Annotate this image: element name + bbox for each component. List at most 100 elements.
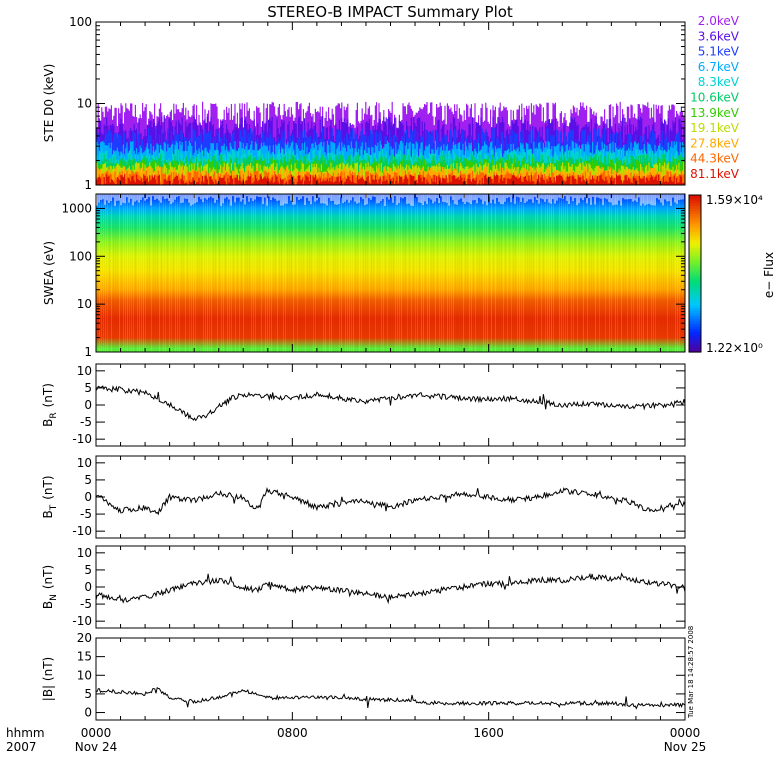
swea-time-column: [629, 194, 630, 352]
swea-time-column: [275, 194, 276, 352]
swea-time-column: [427, 194, 428, 352]
swea-time-column: [325, 194, 326, 352]
swea-time-column: [673, 194, 674, 352]
colorbar-segment: [689, 249, 701, 254]
swea-panel: 1 10 100 1000 SWEA (eV) 1.59×10⁴ 1.22×10⁰ e…: [42, 193, 776, 359]
swea-ytick-label: 1: [84, 345, 92, 359]
swea-time-column: [421, 194, 422, 352]
colorbar-segment: [689, 205, 701, 209]
bt-panel: -10 -5 0 5 10 BT(nT): [41, 455, 686, 539]
bn-y-ticks: -10 -5 0 5 10: [72, 546, 685, 628]
swea-time-column: [483, 194, 484, 352]
swea-time-column: [523, 194, 524, 352]
bt-trace: [95, 487, 686, 516]
bn-line: [95, 572, 686, 605]
swea-time-column: [485, 194, 486, 352]
colorbar-segment: [689, 247, 701, 251]
swea-time-column: [381, 194, 382, 352]
swea-time-column: [113, 194, 114, 352]
swea-time-column: [587, 194, 588, 352]
bmag-panel: 0 5 10 15 20 |B| (nT) Tue Mar 18 14:28:57 20…: [41, 626, 695, 721]
colorbar-segment: [689, 234, 701, 238]
swea-time-column: [669, 194, 670, 352]
swea-time-column: [257, 194, 258, 352]
bn-panel: -10 -5 0 5 10 BN(nT): [41, 545, 686, 629]
swea-time-column: [645, 194, 646, 352]
swea-time-column: [539, 194, 540, 352]
swea-ytick-label: 1000: [61, 201, 92, 215]
swea-time-column: [563, 194, 564, 352]
legend-entry-13.9keV: 13.9keV: [690, 106, 740, 120]
colorbar-segment: [689, 291, 701, 296]
swea-time-column: [481, 194, 482, 352]
swea-time-column: [639, 194, 640, 352]
swea-time-column: [439, 194, 440, 352]
swea-time-column: [343, 194, 344, 352]
colorbar-segment: [689, 265, 701, 269]
swea-time-column: [431, 194, 432, 352]
swea-time-column: [463, 194, 464, 352]
swea-time-column: [649, 194, 650, 352]
swea-time-column: [235, 194, 236, 352]
swea-time-column: [147, 194, 148, 352]
swea-time-column: [407, 194, 408, 352]
bmag-trace: [95, 686, 686, 710]
swea-time-column: [253, 194, 254, 352]
swea-time-column: [125, 194, 126, 352]
swea-time-column: [675, 194, 676, 352]
br-panel: -10 -5 0 5 10 BR(nT): [41, 363, 686, 447]
swea-time-column: [97, 194, 98, 352]
colorbar-segment: [689, 289, 701, 293]
swea-time-column: [449, 194, 450, 352]
swea-time-column: [265, 194, 266, 352]
swea-time-column: [243, 194, 244, 352]
swea-ytick-label: 10: [77, 297, 92, 311]
swea-time-column: [127, 194, 128, 352]
colorbar-segment: [689, 231, 701, 235]
swea-time-column: [443, 194, 444, 352]
colorbar-segment: [689, 208, 701, 212]
swea-time-column: [355, 194, 356, 352]
swea-time-column: [315, 194, 316, 352]
colorbar-segment: [689, 315, 701, 319]
colorbar-segment: [689, 252, 701, 256]
swea-time-column: [309, 194, 310, 352]
colorbar-segment: [689, 325, 701, 330]
colorbar-segment: [689, 218, 701, 222]
swea-time-column: [263, 194, 264, 352]
bt-ytick-label: 5: [84, 473, 92, 487]
colorbar-segment: [689, 344, 701, 348]
swea-time-column: [571, 194, 572, 352]
swea-time-column: [567, 194, 568, 352]
swea-time-column: [163, 194, 164, 352]
swea-time-column: [357, 194, 358, 352]
swea-time-column: [505, 194, 506, 352]
swea-time-column: [367, 194, 368, 352]
xaxis-row1-label: hhmm: [6, 726, 45, 740]
swea-time-column: [601, 194, 602, 352]
swea-time-column: [545, 194, 546, 352]
swea-time-column: [425, 194, 426, 352]
bn-frame: [95, 545, 686, 629]
swea-time-column: [613, 194, 614, 352]
ste-ytick-label: 100: [69, 15, 92, 29]
swea-time-column: [487, 194, 488, 352]
swea-time-column: [475, 194, 476, 352]
swea-time-column: [441, 194, 442, 352]
swea-time-column: [205, 194, 206, 352]
swea-time-column: [207, 194, 208, 352]
swea-time-column: [583, 194, 584, 352]
swea-time-column: [347, 194, 348, 352]
colorbar-segment: [689, 338, 701, 343]
swea-time-column: [337, 194, 338, 352]
swea-time-column: [517, 194, 518, 352]
colorbar-segment: [689, 210, 701, 214]
swea-time-column: [625, 194, 626, 352]
swea-time-column: [535, 194, 536, 352]
swea-time-column: [283, 194, 284, 352]
colorbar-segment: [689, 270, 701, 275]
swea-time-column: [397, 194, 398, 352]
swea-time-column: [145, 194, 146, 352]
colorbar-segment: [689, 297, 701, 301]
br-ytick-label: 5: [84, 381, 92, 395]
